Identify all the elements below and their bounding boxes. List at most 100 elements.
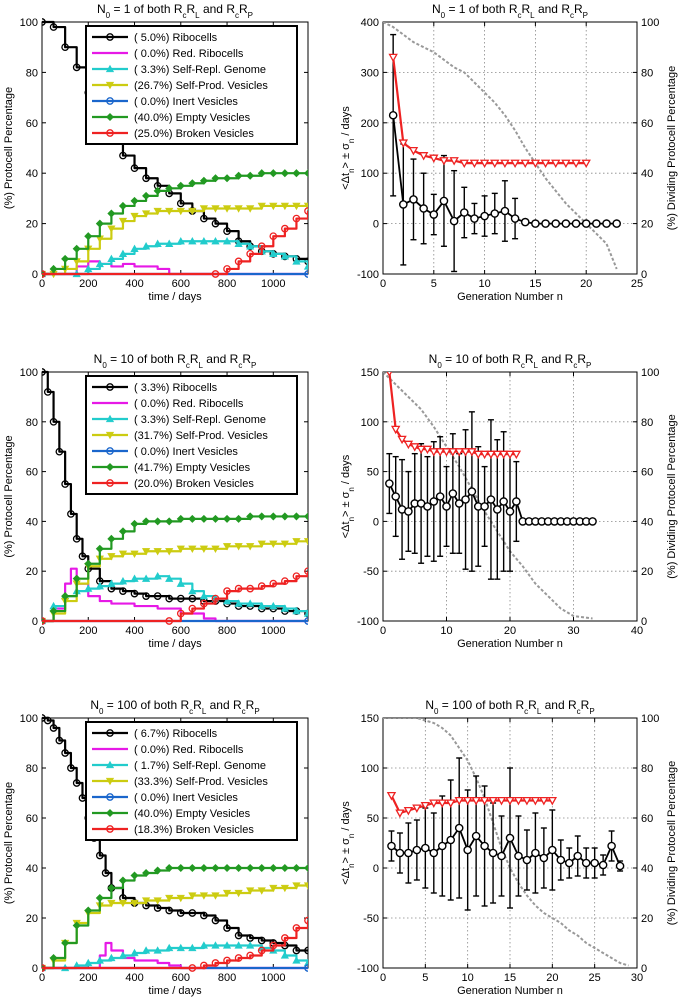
x-tick-label: 600 [172,625,190,637]
series-point-broken-vesicles [165,617,174,625]
series-point-self-repl-genome [188,237,197,245]
series-point-broken-vesicles [246,951,255,960]
series-point-ribocells [211,916,220,925]
series-point-empty-vesicles [188,514,197,523]
x-tick-label: 5 [422,972,428,984]
dividing-point [397,435,407,445]
y-tick-label: 100 [20,17,38,29]
mean-point [435,492,445,501]
series-line-red-ribocells [42,260,308,276]
mean-point [437,841,447,851]
mean-point [512,497,521,506]
mean-point [429,848,439,858]
y-tick-label: 150 [361,367,379,379]
series-point-ribocells [49,724,58,732]
title-part: c [573,361,577,370]
y-tick-label: 0 [373,863,379,875]
dividing-point [488,796,498,806]
mean-point [531,848,540,858]
mean-point [505,833,515,843]
series-point-self-repl-genome [84,958,93,967]
y-tick-label: 0 [373,219,379,231]
legend-marker-inert-vesicles [106,793,114,801]
title-part: R [574,2,583,16]
series-point-ribocells [55,447,64,456]
mean-point [522,855,532,865]
title-part: N [94,352,103,366]
x-tick-label: 30 [567,625,579,637]
y2-tick-label: 20 [641,219,653,231]
chart-generation-1: 0 5 10 15 20 25-1000100200300400020406080100N… [340,2,678,303]
title-part: P [583,11,588,20]
series-point-empty-vesicles [165,863,174,873]
legend-label-empty-vesicles: (41.7%) Empty Vesicles [134,462,251,474]
series-line-broken-vesicles [42,571,308,623]
series-point-self-prod-vesicles [257,887,266,895]
mean-point [429,497,439,506]
legend-marker-self-repl-genome [105,64,115,73]
series-point-self-prod-vesicles [280,202,289,211]
mean-point [480,211,489,221]
y-axis-label: (%) Protocell Percentage [3,87,15,209]
y2-tick-label: 0 [641,963,647,975]
series-point-self-prod-vesicles [130,899,139,908]
title-part: R [190,352,199,366]
mean-point [442,502,451,511]
series-point-self-prod-vesicles [107,225,116,233]
mean-point [492,505,502,514]
y2-tick-label: 100 [641,17,659,29]
chart-title: N0 = 100 of both RcRL and RcRP [90,698,259,716]
series-point-ribocells [223,227,231,236]
mean-point [449,216,459,226]
series-point-empty-vesicles [61,592,70,601]
series-point-self-repl-genome [303,262,308,270]
mean-point [419,204,428,213]
series-point-ribocells [78,552,87,561]
dividing-point [561,159,571,169]
series-point-broken-vesicles [281,577,289,586]
chart-title: N0 = 1 of both RcRL and RcRP [97,2,253,20]
legend-marker-ribocells [106,383,114,391]
series-point-self-repl-genome [199,591,209,600]
title-part: c [183,11,187,20]
series-point-self-prod-vesicles [176,894,185,903]
series-point-empty-vesicles [303,512,308,521]
mean-point [499,497,508,506]
series-point-empty-vesicles [142,191,151,200]
y-label-part: n [347,834,356,838]
dividing-point [422,445,433,455]
series-point-self-prod-vesicles [153,897,162,905]
series-point-self-repl-genome [280,951,289,959]
series-point-empty-vesicles [223,863,232,873]
mean-point [446,835,456,845]
series-point-empty-vesicles [234,863,243,873]
x-tick-label: 30 [631,972,643,984]
x-tick-label: 0 [39,278,45,290]
series-point-ribocells [61,480,69,488]
series-point-empty-vesicles [188,863,197,873]
series-point-broken-vesicles [42,270,46,278]
title-part: = 10 of both R [442,352,521,366]
series-point-self-prod-vesicles [222,205,232,213]
dividing-point [511,450,522,460]
mean-point [412,845,422,855]
title-part: L [537,707,542,716]
y-tick-label: 60 [26,467,38,479]
series-point-broken-vesicles [281,224,289,233]
mean-point [488,848,498,858]
y-tick-label: 0 [32,963,38,975]
y-label-part: > ± σ [340,491,352,517]
x-tick-label: 25 [631,278,643,290]
x-tick-label: 10 [440,625,452,637]
series-point-self-prod-vesicles [199,545,209,554]
series-point-self-repl-genome [176,237,185,245]
series-point-self-prod-vesicles [303,882,308,890]
series-point-ribocells [188,594,197,603]
x-axis-label: time / days [148,638,202,650]
y-axis-label: (%) Protocell Percentage [3,782,15,904]
y-axis-label: (%) Protocell Percentage [3,435,15,557]
series-point-broken-vesicles [223,956,231,965]
series-point-empty-vesicles [118,201,127,210]
dividing-point [530,796,541,806]
